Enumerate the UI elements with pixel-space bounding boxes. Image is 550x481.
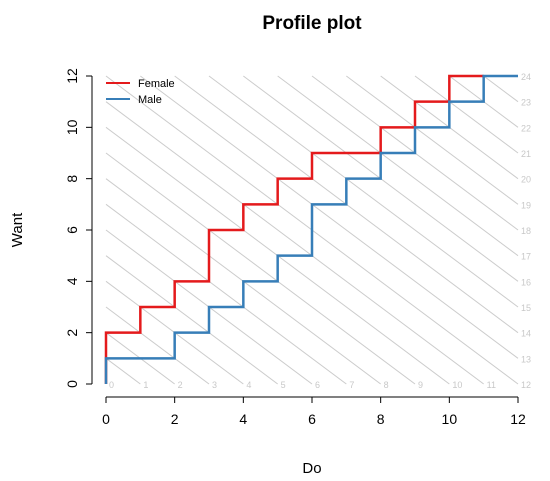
x-tick-label: 6 xyxy=(308,411,316,427)
x-tick-label: 2 xyxy=(171,411,179,427)
iso-line-label: 18 xyxy=(521,226,531,236)
iso-line-label: 3 xyxy=(212,380,217,390)
y-tick-label: 6 xyxy=(64,226,80,234)
iso-line-label: 4 xyxy=(246,380,251,390)
legend-label-female: Female xyxy=(138,78,175,90)
iso-line xyxy=(105,152,416,385)
iso-line-label: 6 xyxy=(315,380,320,390)
iso-line-label: 19 xyxy=(521,200,531,210)
iso-line-label: 17 xyxy=(521,252,531,262)
iso-line-label: 22 xyxy=(521,123,531,133)
chart-title: Profile plot xyxy=(262,13,362,34)
iso-line-label: 14 xyxy=(521,329,531,339)
iso-line-label: 23 xyxy=(521,98,531,108)
iso-line-label: 16 xyxy=(521,277,531,287)
y-tick-label: 12 xyxy=(64,68,80,84)
y-tick-label: 2 xyxy=(64,329,80,337)
iso-line xyxy=(483,75,519,103)
x-tick-label: 4 xyxy=(239,411,247,427)
y-tick-label: 4 xyxy=(64,277,80,285)
series-lines xyxy=(104,74,518,384)
iso-line-label: 5 xyxy=(281,380,286,390)
series-line-male xyxy=(104,74,518,384)
iso-line xyxy=(208,75,519,308)
iso-line-label: 7 xyxy=(349,380,354,390)
iso-line-label: 13 xyxy=(521,354,531,364)
iso-line xyxy=(105,101,484,385)
x-tick-label: 10 xyxy=(442,411,458,427)
iso-line xyxy=(105,306,210,385)
iso-line-label: 12 xyxy=(521,380,531,390)
iso-line xyxy=(140,75,519,359)
iso-line xyxy=(105,357,141,385)
iso-line-label: 20 xyxy=(521,175,531,185)
x-tick-label: 12 xyxy=(510,411,526,427)
x-tick-label: 0 xyxy=(102,411,110,427)
x-axis-title: Do xyxy=(302,460,321,477)
iso-line-label: 15 xyxy=(521,303,531,313)
iso-line xyxy=(346,75,519,205)
y-tick-label: 10 xyxy=(64,119,80,135)
iso-line-label: 21 xyxy=(521,149,531,159)
iso-line-label: 24 xyxy=(521,72,531,82)
x-tick-label: 8 xyxy=(377,411,385,427)
y-axis-title: Want xyxy=(9,212,26,247)
y-tick-label: 8 xyxy=(64,175,80,183)
iso-line xyxy=(105,203,347,385)
iso-line-label: 2 xyxy=(178,380,183,390)
iso-line xyxy=(105,255,278,385)
iso-line-label: 1 xyxy=(143,380,148,390)
iso-line-label: 0 xyxy=(109,380,114,390)
legend-label-male: Male xyxy=(138,94,162,106)
iso-line xyxy=(414,75,519,154)
iso-line-label: 8 xyxy=(384,380,389,390)
iso-line-label: 11 xyxy=(487,380,496,390)
series-line-female xyxy=(104,74,484,384)
iso-line-label: 10 xyxy=(452,380,462,390)
iso-line xyxy=(277,75,519,257)
iso-line-label: 9 xyxy=(418,380,423,390)
y-tick-label: 0 xyxy=(64,380,80,388)
legend: Female Male xyxy=(106,78,175,106)
